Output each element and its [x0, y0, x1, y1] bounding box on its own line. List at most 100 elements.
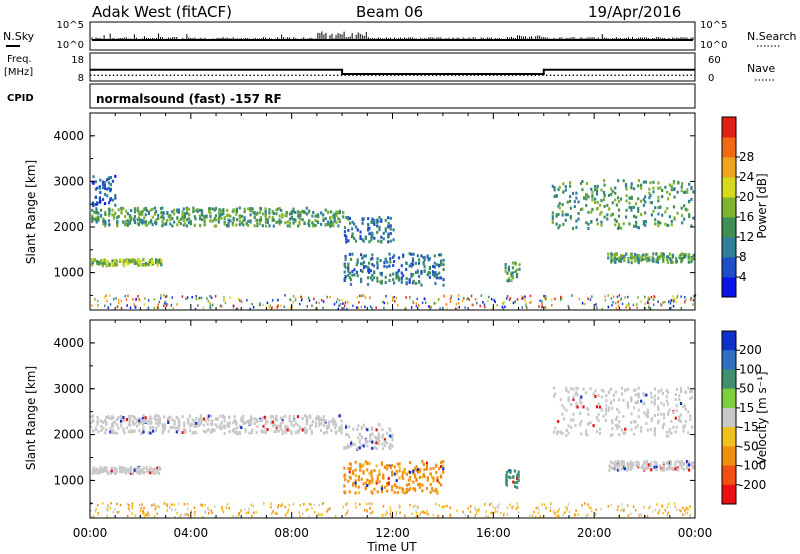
time-tick-label: 16:00: [476, 526, 511, 540]
echo-cell: [243, 207, 246, 211]
echo-cell: [347, 262, 350, 266]
ground-cell: [424, 301, 427, 304]
echo-cell: [632, 214, 636, 218]
echo-cell: [371, 440, 374, 444]
echo-cell: [378, 228, 381, 232]
colorbar-segment: [722, 331, 736, 351]
echo-cell: [607, 256, 610, 260]
echo-cell: [589, 387, 592, 391]
ground-cell: [207, 299, 210, 303]
echo-cell: [109, 187, 113, 191]
ground-cell: [398, 504, 400, 507]
echo-cell: [632, 432, 636, 436]
echo-cell: [242, 422, 245, 426]
echo-cell: [130, 258, 133, 262]
echo-cell: [389, 224, 392, 228]
echo-cell: [169, 217, 172, 221]
echo-cell: [392, 260, 396, 264]
colorbar-segment: [722, 465, 736, 486]
ground-cell: [238, 512, 240, 516]
echo-cell: [504, 266, 507, 270]
ground-cell: [343, 304, 346, 307]
ground-cell: [127, 507, 130, 510]
ground-cell: [673, 297, 676, 301]
ground-cell: [627, 504, 629, 507]
ground-cell: [284, 513, 287, 517]
echo-cell: [114, 468, 117, 472]
echo-cell: [587, 222, 590, 226]
echo-cell: [182, 219, 185, 223]
echo-cell: [297, 212, 300, 216]
echo-cell: [614, 463, 617, 467]
echo-cell: [231, 223, 234, 227]
echo-cell: [152, 467, 155, 471]
ground-cell: [115, 297, 117, 300]
echo-cell: [691, 466, 695, 470]
ground-cell: [501, 305, 504, 309]
echo-cell: [389, 273, 392, 277]
echo-cell: [380, 235, 383, 239]
ground-cell: [454, 307, 457, 311]
echo-cell: [640, 399, 643, 403]
echo-cell: [382, 473, 385, 477]
ground-cell: [359, 503, 361, 506]
echo-cell: [369, 257, 373, 261]
echo-cell: [408, 252, 411, 256]
echo-cell: [371, 480, 374, 484]
echo-cell: [179, 217, 182, 221]
echo-cell: [114, 471, 117, 475]
echo-cell: [380, 281, 383, 285]
ground-cell: [171, 503, 174, 506]
echo-cell: [559, 398, 562, 402]
ground-cell: [226, 503, 229, 506]
ground-cell: [682, 506, 684, 510]
echo-cell: [288, 221, 292, 225]
echo-cell: [386, 260, 389, 264]
nsky-label: N.Sky: [3, 30, 35, 43]
echo-cell: [364, 438, 367, 442]
echo-cell: [418, 468, 422, 472]
echo-cell: [314, 223, 317, 227]
echo-cell: [352, 427, 355, 431]
echo-cell: [635, 202, 638, 206]
ground-cell: [632, 505, 635, 508]
echo-cell: [652, 186, 655, 190]
ground-cell: [134, 514, 137, 517]
echo-cell: [128, 215, 132, 219]
echo-cell: [364, 265, 368, 269]
echo-cell: [356, 258, 359, 262]
echo-cell: [660, 412, 663, 416]
echo-cell: [617, 208, 621, 212]
ground-cell: [428, 305, 430, 308]
echo-cell: [253, 224, 256, 228]
echo-cell: [268, 215, 271, 219]
echo-cell: [375, 447, 378, 451]
ground-cell: [131, 504, 133, 507]
echo-cell: [614, 423, 618, 427]
ground-cell: [617, 304, 620, 308]
echo-cell: [271, 215, 274, 219]
echo-cell: [553, 188, 556, 192]
echo-cell: [103, 187, 107, 191]
ground-cell: [364, 296, 367, 299]
ground-cell: [667, 511, 670, 515]
ground-cell: [361, 294, 363, 297]
ground-cell: [338, 304, 340, 308]
echo-cell: [670, 188, 673, 192]
echo-cell: [590, 187, 593, 191]
echo-cell: [611, 201, 614, 205]
ground-cell: [210, 296, 213, 299]
echo-cell: [405, 483, 408, 487]
ground-cell: [488, 295, 490, 299]
ground-cell: [266, 301, 269, 305]
velocity-x-ticks: [89, 320, 696, 518]
echo-cell: [96, 415, 99, 419]
echo-cell: [343, 264, 346, 268]
echo-cell: [361, 238, 364, 242]
echo-cell: [123, 431, 126, 435]
echo-cell: [209, 215, 212, 219]
ground-cell: [195, 294, 198, 298]
echo-cell: [242, 219, 245, 223]
echo-cell: [636, 401, 639, 405]
